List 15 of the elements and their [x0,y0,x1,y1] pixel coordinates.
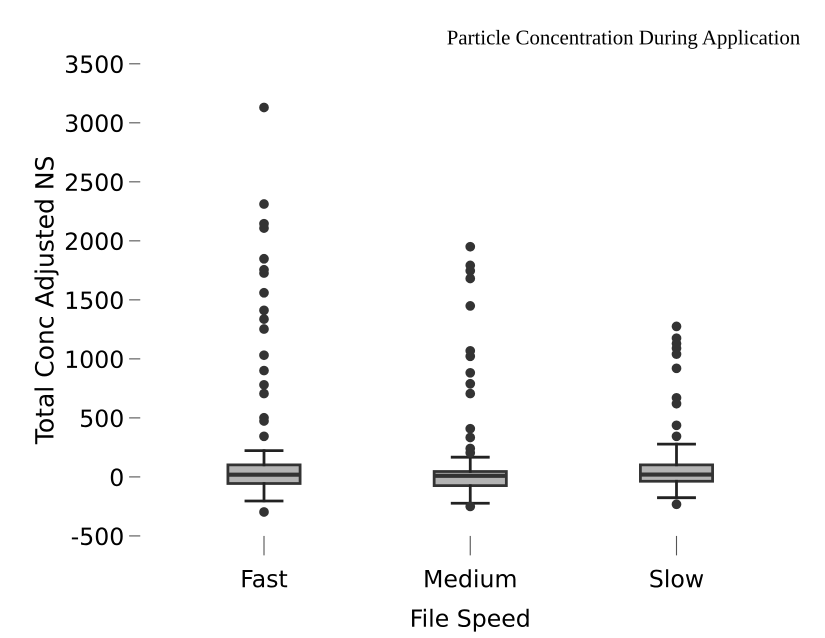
x-tick-label: Slow [650,569,704,588]
y-tick-label: 2000 [66,232,123,250]
x-tick-label: Fast [242,570,288,588]
y-tick-label: 2500 [66,173,123,192]
y-tick-label: 1000 [66,350,123,368]
y-tick-label: 500 [81,409,123,428]
y-tick-label: -500 [72,527,123,546]
y-tick-label: 1500 [66,291,123,310]
x-axis-title: File Speed [412,608,529,632]
chart-title: Particle Concentration During Application [447,30,800,49]
y-axis-title: Total Conc Adjusted NS [34,156,59,444]
x-tick-label: Medium [425,569,516,588]
y-tick-label: 0 [110,468,123,486]
y-tick-label: 3500 [66,55,123,74]
y-tick-label: 3000 [66,114,123,132]
